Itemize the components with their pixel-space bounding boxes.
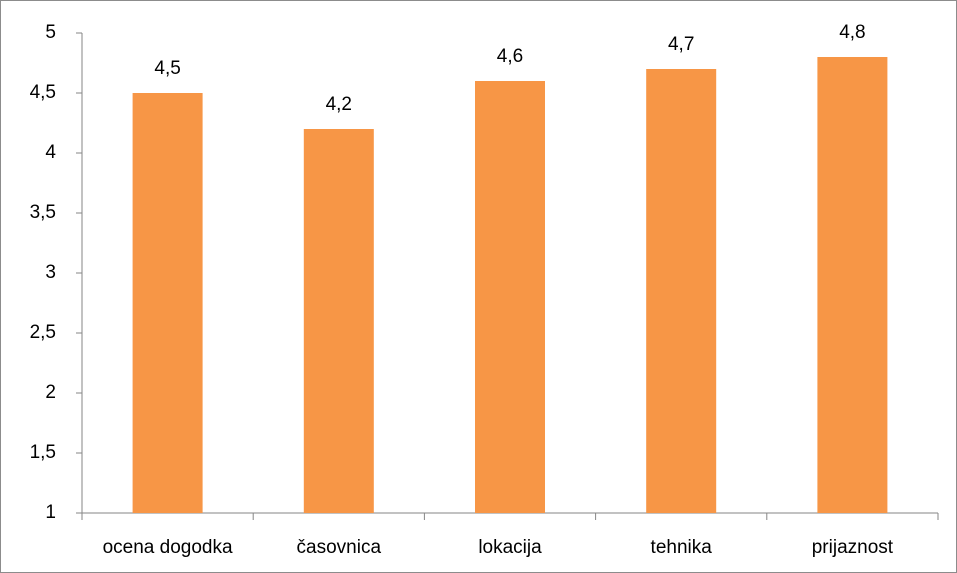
bar: [132, 93, 203, 513]
bar: [475, 81, 545, 513]
x-tick-label: časovnica: [297, 537, 382, 558]
y-tick-label: 5: [45, 22, 56, 43]
y-tick-label: 4: [45, 142, 56, 163]
data-label: 4,7: [668, 34, 694, 55]
x-tick-label: tehnika: [651, 537, 713, 558]
bar: [817, 57, 888, 513]
y-tick-label: 3: [45, 262, 56, 283]
y-tick-label: 3,5: [30, 202, 56, 223]
y-tick-label: 4,5: [30, 82, 56, 103]
x-tick-label: prijaznost: [812, 537, 894, 558]
data-label: 4,2: [326, 94, 352, 115]
bar: [303, 129, 374, 513]
data-label: 4,8: [839, 22, 865, 43]
x-tick-label: lokacija: [478, 537, 542, 558]
y-tick-label: 1,5: [30, 442, 56, 463]
y-tick-label: 2: [45, 382, 56, 403]
data-label: 4,6: [497, 46, 523, 67]
y-tick-label: 1: [45, 502, 56, 523]
bar: [646, 69, 717, 513]
y-tick-label: 2,5: [30, 322, 56, 343]
x-tick-label: ocena dogodka: [103, 537, 233, 558]
data-label: 4,5: [154, 58, 180, 79]
